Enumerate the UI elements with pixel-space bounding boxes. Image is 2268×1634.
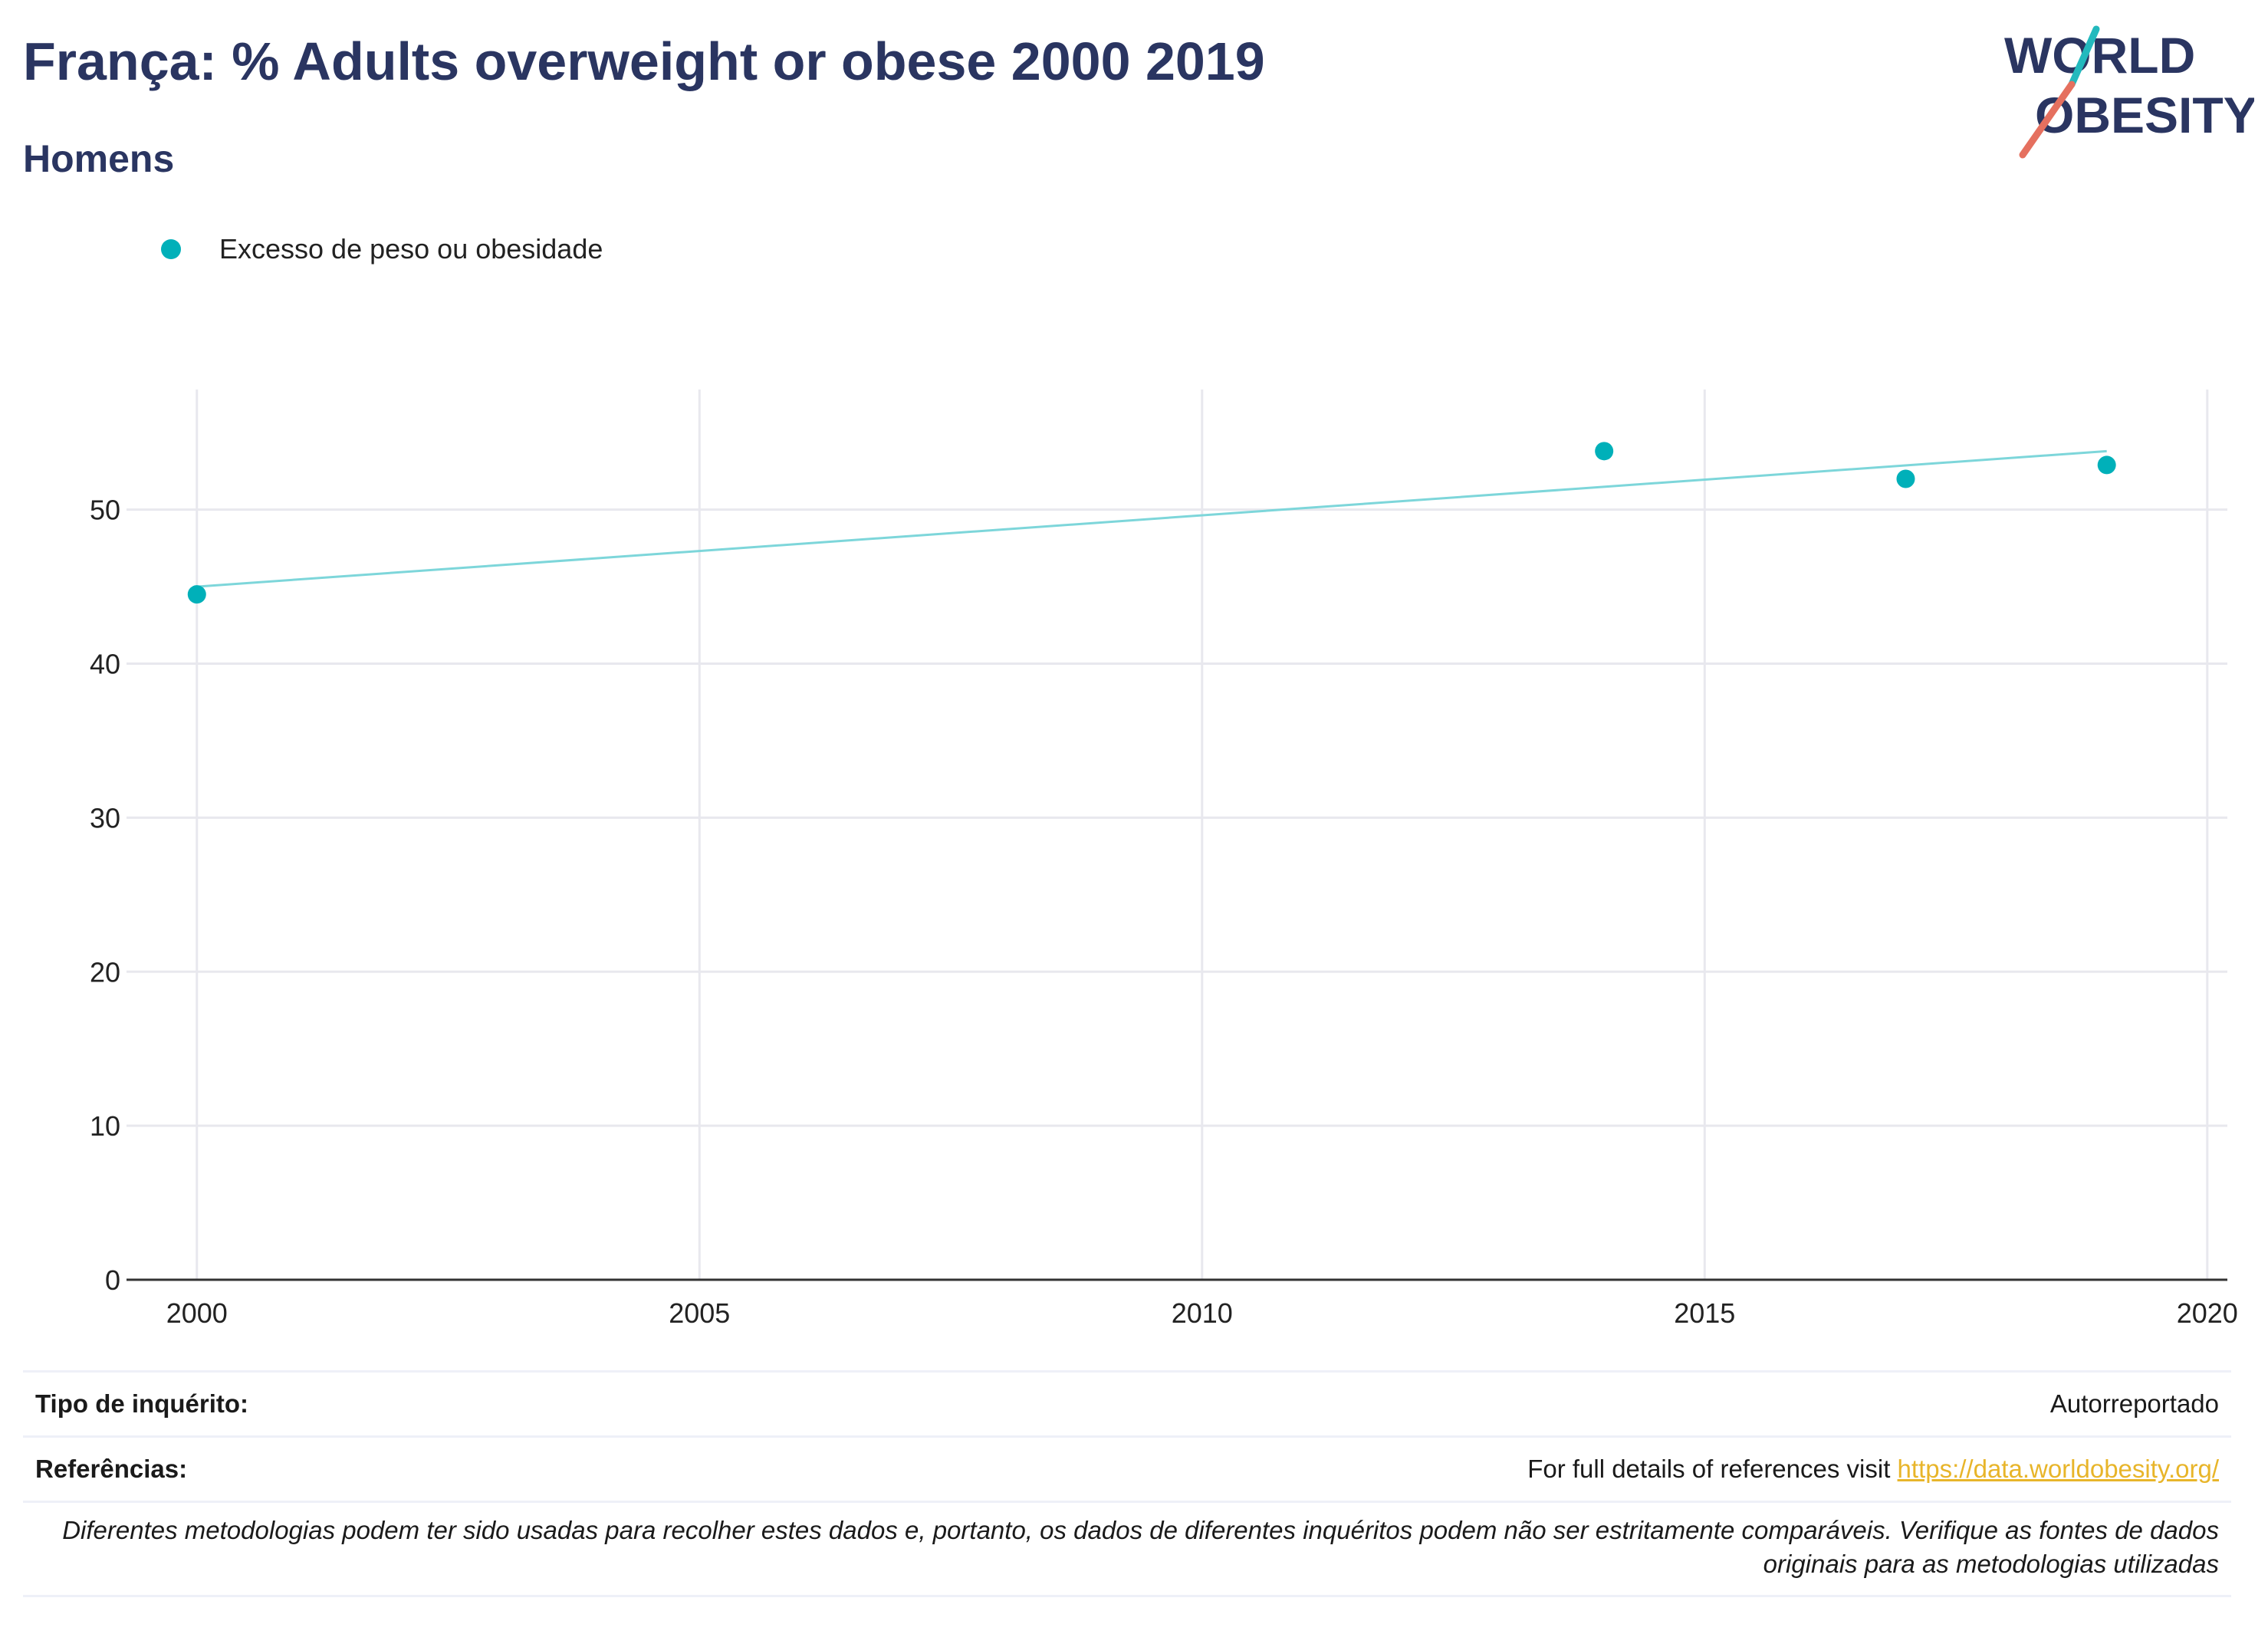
references-text: For full details of references visit <box>1527 1455 1891 1483</box>
methodology-note: Diferentes metodologias podem ter sido u… <box>23 1501 2231 1597</box>
y-tick-label: 30 <box>90 802 120 833</box>
logo-word-obesity: OBESITY <box>2035 87 2254 143</box>
data-point <box>187 585 206 604</box>
x-tick-label: 2015 <box>1674 1297 1735 1329</box>
scatter-chart: 2000 2005 2010 2015 2020 0 10 20 30 40 50 <box>90 390 2238 1329</box>
y-tick-label: 20 <box>90 956 120 988</box>
survey-type-label: Tipo de inquérito: <box>35 1389 249 1418</box>
references-label: Referências: <box>35 1455 188 1483</box>
y-tick-label: 0 <box>105 1264 120 1296</box>
references-row: Referências: For full details of referen… <box>23 1435 2231 1501</box>
page-subtitle: Homens <box>23 137 175 180</box>
x-tick-label: 2000 <box>166 1297 228 1329</box>
page-title: França: % Adults overweight or obese 200… <box>23 31 1265 91</box>
survey-type-row: Tipo de inquérito: Autorreportado <box>23 1370 2231 1435</box>
references-link[interactable]: https://data.worldobesity.org/ <box>1897 1455 2219 1483</box>
data-point <box>2097 455 2116 475</box>
x-tick-label: 2010 <box>1172 1297 1233 1329</box>
data-point <box>1595 442 1614 461</box>
legend-label: Excesso de peso ou obesidade <box>219 233 603 265</box>
x-tick-label: 2005 <box>669 1297 730 1329</box>
survey-type-value: Autorreportado <box>2049 1389 2219 1418</box>
references-value: For full details of references visit htt… <box>1527 1455 2219 1484</box>
trend-line <box>196 449 2107 588</box>
legend-marker <box>161 239 181 259</box>
x-tick-label: 2020 <box>2177 1297 2238 1329</box>
logo-slash-teal <box>2068 25 2100 88</box>
logo-word-world: WORLD <box>2004 27 2195 84</box>
y-tick-label: 40 <box>90 649 120 680</box>
data-point <box>1896 469 1915 488</box>
y-tick-label: 10 <box>90 1110 120 1142</box>
y-tick-label: 50 <box>90 495 120 526</box>
info-table: Tipo de inquérito: Autorreportado Referê… <box>23 1370 2231 1597</box>
chart-legend[interactable]: Excesso de peso ou obesidade <box>161 230 603 268</box>
world-obesity-logo: WORLD OBESITY <box>2004 25 2254 159</box>
logo-slash-red <box>2019 81 2076 159</box>
